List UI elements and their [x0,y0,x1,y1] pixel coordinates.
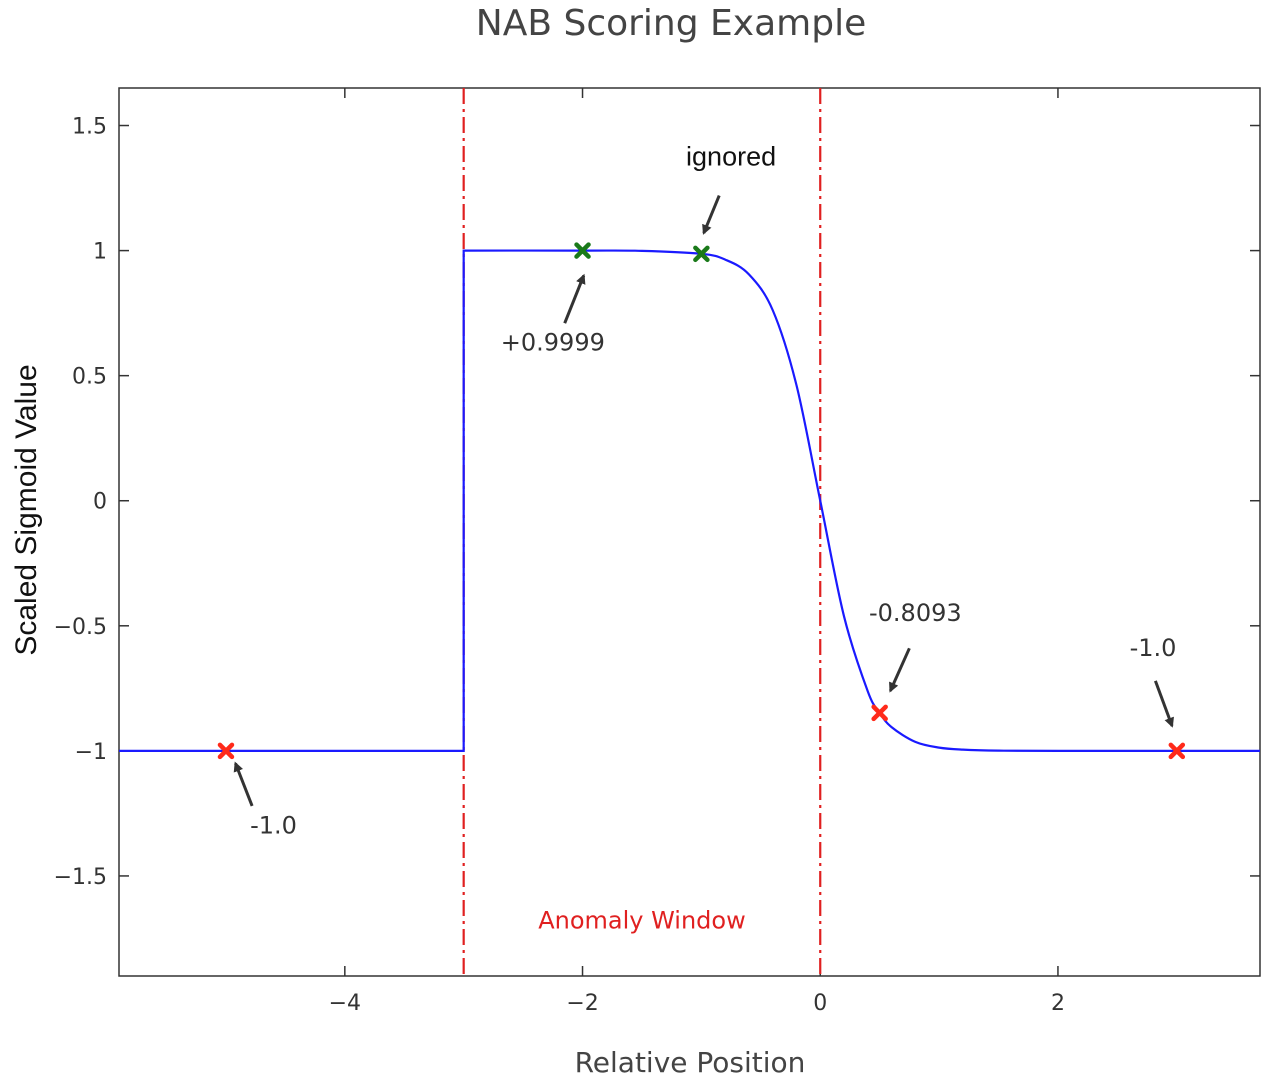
anomaly-window-lines [462,88,822,976]
markers [217,242,1186,760]
x-tick-label: 2 [1051,991,1065,1016]
x-tick-label: −4 [329,991,361,1016]
marker-point [1168,742,1186,760]
y-tick-label: −0.5 [54,615,107,640]
plot-area [118,87,1261,977]
annotation-arrow [702,194,721,235]
x-tick-label: 0 [813,991,827,1016]
annotation-arrow [888,647,911,693]
y-tick-label: 1.5 [72,115,107,140]
annotation-arrow [1154,680,1174,728]
x-tick-label: −2 [566,991,598,1016]
y-tick-label: 1 [93,240,107,265]
annotation-arrow [563,273,586,324]
annotation-label: -0.8093 [869,599,962,627]
y-tick-label: −1 [75,740,107,765]
y-axis-label: Scaled Sigmoid Value [10,364,43,655]
annotation-label: -1.0 [1130,634,1177,662]
x-axis-label: Relative Position [575,1046,806,1079]
axis-ticks: −4 −2 0 2 1.5 1 0.5 0 −0.5 −1 −1.5 [54,88,1260,1016]
sigmoid-line [119,249,1260,752]
annotation-label: ignored [686,142,776,172]
y-tick-label: 0 [93,490,107,515]
marker-point [871,704,888,722]
chart-title: NAB Scoring Example [476,3,866,44]
y-tick-label: −1.5 [54,865,107,890]
annotation-label: +0.9999 [501,329,605,357]
marker-point [217,742,235,760]
annotation-label: -1.0 [250,811,297,839]
marker-point [574,242,591,259]
anomaly-window-label: Anomaly Window [538,906,746,934]
series-lines [119,249,1260,752]
annotations: -1.0 +0.9999 ignored -0.8093 -1.0 [233,142,1177,839]
marker-point [693,245,710,263]
annotation-arrow [233,761,254,807]
y-tick-label: 0.5 [72,365,107,390]
